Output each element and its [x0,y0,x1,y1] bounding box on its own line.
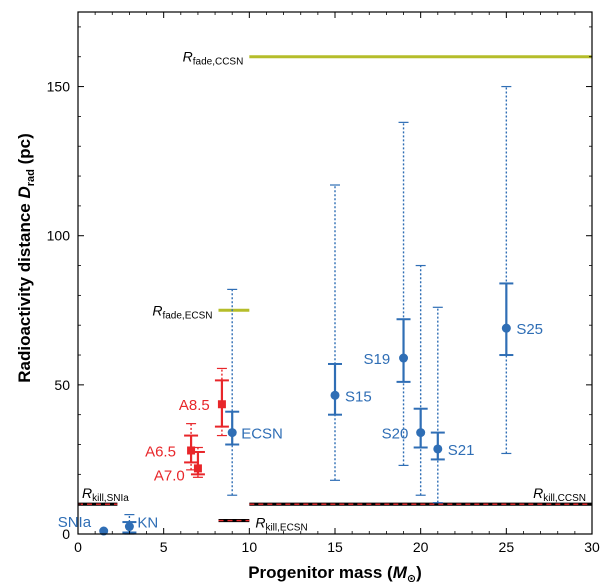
data-point-a7-0 [190,446,205,478]
y-tick-label: 0 [62,526,70,542]
reference-label: Rkill,CCSN [533,485,586,504]
marker [187,446,196,455]
marker [124,522,134,532]
x-tick-label: 25 [499,539,515,555]
reference-lines [78,55,592,523]
point-label: S25 [516,321,543,338]
data-point-snia [99,526,109,536]
marker [433,444,443,454]
data-point-ecsn [225,288,240,496]
data-point-s21 [430,306,445,504]
point-label: S21 [448,442,475,459]
y-tick-label: 50 [54,377,70,393]
x-tick-label: 30 [584,539,600,555]
x-tick-label: 5 [160,539,168,555]
point-label: A7.0 [154,467,185,484]
data-point-a8-5 [214,367,229,437]
data-point-s20 [413,264,428,496]
point-label: S20 [382,426,409,443]
point-label: A6.5 [145,443,176,460]
data-point-a6-5 [184,423,199,471]
point-label: S19 [364,351,391,368]
point-label: S15 [345,388,372,405]
data-point-s25 [499,85,514,455]
marker [330,390,340,400]
x-tick-label: 20 [413,539,429,555]
reference-label: Rfade,ECSN [152,302,212,321]
marker [217,400,226,409]
marker [193,464,202,473]
marker [399,353,409,363]
point-label: KN [137,515,158,532]
y-tick-label: 150 [47,79,71,95]
reference-label: Rfade,CCSN [183,49,244,68]
y-axis-title: Radioactivity distance Drad (pc) [15,133,37,383]
labels: Progenitor mass (M⊙) Radioactivity distan… [15,49,586,582]
reference-label: Rkill,SNIa [82,485,129,504]
reference-label: Rkill,ECSN [255,515,307,534]
point-label: ECSN [241,426,283,443]
point-label: A8.5 [179,397,210,414]
point-label: SNIa [58,514,92,531]
marker [227,428,237,438]
x-tick-label: 10 [242,539,258,555]
x-tick-label: 15 [327,539,343,555]
data-point-s19 [396,121,411,466]
data-points [99,85,514,536]
marker [501,323,511,333]
marker [99,526,109,536]
axes: 0 5 10 15 20 25 30 0 50 100 150 [47,11,600,555]
y-tick-label: 100 [47,228,71,244]
marker [416,428,426,438]
x-tick-label: 0 [74,539,82,555]
data-point-s15 [328,184,342,481]
x-axis-title: Progenitor mass (M⊙) [248,563,422,582]
